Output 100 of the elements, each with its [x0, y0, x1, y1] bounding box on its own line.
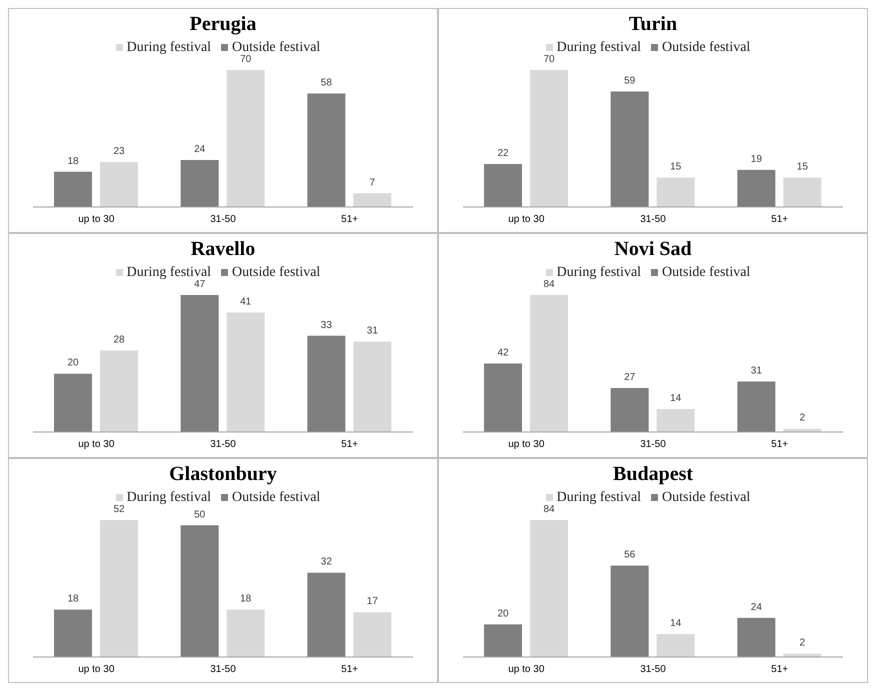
data-label: 23: [113, 146, 125, 157]
data-label: 14: [670, 393, 682, 404]
data-label: 31: [366, 326, 378, 337]
bar: [180, 295, 219, 432]
data-label: 32: [320, 556, 332, 568]
chart-title: Glastonbury: [169, 463, 277, 486]
data-label: 20: [497, 608, 509, 620]
bar: [307, 93, 346, 207]
bar: [737, 170, 776, 207]
data-label: 47: [194, 279, 206, 290]
bar: [226, 312, 265, 432]
bar: [610, 92, 649, 207]
bar: [656, 178, 695, 207]
legend-label: Outside festival: [232, 265, 320, 280]
bar: [737, 381, 776, 432]
legend-label: Outside festival: [662, 490, 750, 505]
x-tick-label: 51+: [771, 439, 788, 450]
bar: [656, 409, 695, 432]
legend-label: Outside festival: [232, 490, 320, 505]
legend-label: During festival: [126, 40, 212, 55]
bar: [100, 162, 138, 207]
data-label: 41: [240, 296, 252, 308]
legend-label: Outside festival: [662, 265, 750, 280]
data-label: 19: [750, 154, 762, 165]
x-tick-label: 31-50: [640, 664, 666, 676]
data-label: 2: [800, 638, 806, 649]
data-label: 50: [194, 509, 206, 520]
bar: [353, 193, 392, 207]
x-tick-label: 51+: [771, 664, 788, 676]
bar: [530, 70, 568, 207]
data-label: 18: [67, 156, 79, 167]
data-label: 58: [320, 77, 332, 88]
bar: [353, 342, 392, 432]
bar: [226, 610, 265, 657]
bar: [783, 428, 822, 432]
x-tick-label: 31-50: [210, 664, 236, 676]
bar: [226, 70, 265, 207]
legend-label: Outside festival: [662, 40, 750, 55]
data-label: 42: [497, 348, 509, 358]
legend-label: During festival: [556, 40, 642, 55]
data-label: 15: [796, 162, 808, 173]
data-label: 2: [800, 412, 806, 424]
data-label: 28: [113, 334, 125, 346]
chart-title: Ravello: [190, 238, 256, 261]
bar: [100, 350, 138, 432]
data-label: 7: [370, 177, 376, 188]
legend-label: During festival: [126, 265, 212, 280]
bar: [783, 178, 822, 207]
bar: [54, 610, 92, 657]
data-label: 20: [67, 358, 79, 369]
x-tick-label: 31-50: [640, 214, 666, 226]
data-label: 33: [320, 320, 332, 331]
chart-title: Perugia: [190, 13, 256, 36]
chart-title: Novi Sad: [614, 238, 692, 261]
data-label: 18: [240, 594, 252, 605]
x-tick-label: up to 30: [508, 664, 545, 676]
data-label: 24: [750, 602, 762, 613]
data-label: 24: [194, 144, 206, 156]
bar: [180, 160, 219, 207]
data-label: 84: [543, 279, 555, 290]
x-tick-label: up to 30: [78, 214, 115, 226]
data-label: 15: [670, 162, 682, 173]
data-label: 52: [113, 504, 125, 515]
x-tick-label: 51+: [341, 214, 358, 226]
data-label: 17: [366, 596, 378, 608]
data-label: 70: [543, 54, 555, 65]
bar: [484, 624, 522, 657]
data-label: 70: [240, 54, 252, 65]
bar: [54, 374, 92, 432]
bar: [307, 572, 346, 657]
x-tick-label: 31-50: [210, 439, 236, 450]
x-tick-label: 31-50: [640, 439, 666, 450]
chart-title: Turin: [628, 13, 678, 36]
data-label: 27: [624, 372, 636, 383]
bar: [610, 566, 649, 657]
bar: [530, 520, 568, 657]
bar: [100, 520, 138, 657]
x-tick-label: 51+: [341, 439, 358, 450]
bar: [783, 654, 822, 657]
x-tick-label: 51+: [771, 214, 788, 226]
data-label: 59: [624, 76, 636, 87]
bar: [737, 618, 776, 657]
bar: [484, 364, 522, 432]
x-tick-label: up to 30: [508, 214, 545, 226]
bar: [180, 525, 219, 657]
bar: [307, 336, 346, 432]
chart-title: Budapest: [612, 463, 694, 486]
x-tick-label: up to 30: [508, 439, 545, 450]
bar: [54, 172, 92, 207]
data-label: 14: [670, 618, 682, 630]
bar: [530, 295, 568, 432]
legend-label: Outside festival: [232, 40, 320, 55]
data-label: 56: [624, 550, 636, 561]
bar: [484, 164, 522, 207]
bar: [610, 388, 649, 432]
legend-label: During festival: [556, 490, 642, 505]
data-label: 18: [67, 594, 79, 605]
x-tick-label: 51+: [341, 664, 358, 676]
legend-label: During festival: [556, 265, 642, 280]
data-label: 22: [497, 148, 509, 159]
